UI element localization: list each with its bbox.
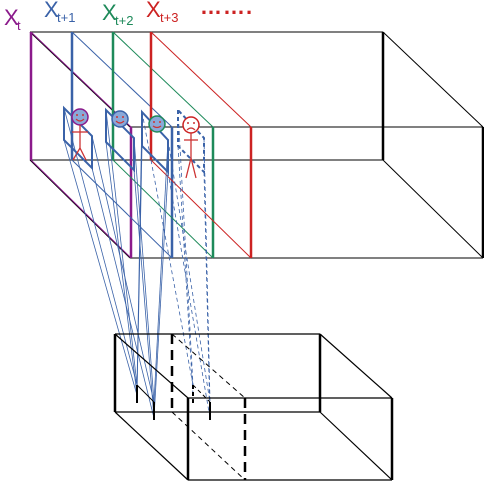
svg-text:X: X (44, 0, 59, 22)
figure-t-plus-3 (177, 107, 205, 179)
label-x-t-plus-2: X t+2 (102, 0, 133, 28)
video-volume-box (29, 31, 484, 259)
feature-slice-2 (170, 333, 247, 481)
frame-slice-t-plus-1 (70, 31, 174, 259)
feature-slice-3 (192, 384, 211, 420)
smiley-face-icon (111, 110, 129, 128)
frame-slice-t-plus-3 (149, 31, 253, 259)
feature-volume-box (113, 333, 394, 481)
frame-slice-t (29, 31, 133, 259)
svg-text:t+2: t+2 (115, 13, 133, 28)
svg-text:X: X (4, 5, 19, 30)
sad-face-icon (182, 116, 200, 134)
svg-text:t+3: t+3 (160, 10, 178, 25)
label-x-t-plus-1: X t+1 (44, 0, 75, 25)
svg-text:X: X (146, 0, 161, 22)
figure-t-plus-2 (141, 109, 169, 175)
feature-slice-1 (136, 384, 155, 420)
smiley-face-icon (71, 108, 89, 126)
smiley-face-icon (148, 115, 166, 133)
stick-figure-icon (184, 133, 198, 179)
frame-slice-t-plus-2 (111, 31, 215, 259)
label-ellipsis: ……. (200, 0, 253, 19)
connection-lines-dashed (141, 109, 211, 419)
connection-lines-solid (63, 107, 169, 419)
figure-t (63, 105, 93, 171)
svg-text:t: t (17, 18, 21, 33)
label-x-t-plus-3: X t+3 (146, 0, 178, 25)
label-x-t: X t (4, 5, 21, 33)
svg-text:t+1: t+1 (57, 10, 75, 25)
svg-text:X: X (102, 0, 117, 25)
